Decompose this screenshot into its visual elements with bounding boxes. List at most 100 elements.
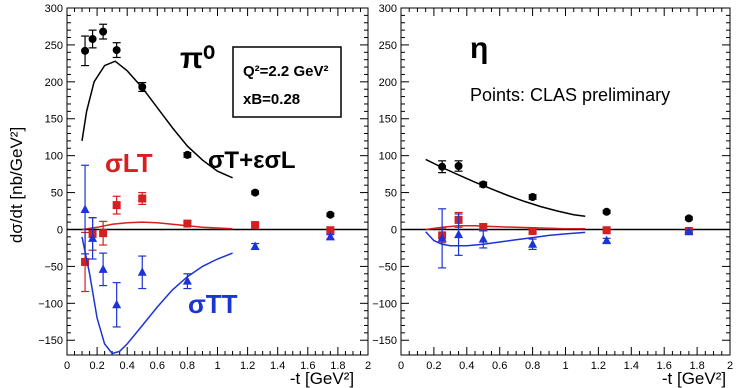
x-axis-title-right: -t [GeV²] <box>662 369 726 388</box>
pi0-panel: 0 0.2 0.4 0.6 0.8 1 1.2 1.4 1.6 1.8 2 −150 −100 −50 0 5… <box>38 3 371 372</box>
model-curve <box>425 231 586 247</box>
data-point <box>528 226 537 235</box>
x-tick-label: 0.2 <box>426 360 441 372</box>
y-tick-label: 200 <box>379 77 397 89</box>
data-point <box>325 231 335 241</box>
data-point <box>183 150 192 159</box>
x-tick-label: 0.6 <box>492 360 507 372</box>
data-point <box>88 233 98 242</box>
data-point <box>602 226 611 235</box>
data-point <box>112 299 122 309</box>
x-tick-label: 0.2 <box>89 360 104 372</box>
x-tick-label: 0.6 <box>150 360 165 372</box>
data-point <box>251 188 260 197</box>
data-point <box>251 221 260 230</box>
y-tick-label: 100 <box>45 151 63 163</box>
y-tick-label: −150 <box>372 335 397 347</box>
y-tick-label: 200 <box>45 77 63 89</box>
y-tick-label: 100 <box>379 151 397 163</box>
data-point <box>80 204 90 214</box>
x-tick-label: 0 <box>398 360 404 372</box>
data-point <box>454 229 464 239</box>
x-tick-label: 0.8 <box>180 360 195 372</box>
data-point <box>479 180 488 189</box>
eta-panel: 0 0.2 0.4 0.6 0.8 1 1.2 1.4 1.6 1.8 2 −150 −100 −50 0 5… <box>372 3 733 372</box>
data-point <box>81 46 90 55</box>
kinematics-xb: xB=0.28 <box>243 91 300 108</box>
data-point <box>112 46 121 55</box>
y-axis-title: dσ/dt [nb/GeV²] <box>7 127 26 243</box>
x-tick-label: 2 <box>365 360 371 372</box>
sigma-lt-label: σLT <box>105 148 153 178</box>
x-tick-label: 1.8 <box>689 360 704 372</box>
y-tick-label: 0 <box>57 224 63 236</box>
x-axis-title-left: -t [GeV²] <box>290 369 354 388</box>
x-tick-label: 1.2 <box>591 360 606 372</box>
y-tick-label: 150 <box>45 114 63 126</box>
x-tick-label: 1.4 <box>270 360 285 372</box>
x-tick-label: 1 <box>214 360 220 372</box>
x-tick-label: 1.6 <box>300 360 315 372</box>
data-point <box>326 226 335 235</box>
clas-note: Points: CLAS preliminary <box>470 85 670 105</box>
x-tick-label: 0.8 <box>525 360 540 372</box>
data-point <box>438 162 447 171</box>
data-point <box>684 214 693 223</box>
y-tick-label: −100 <box>372 298 397 310</box>
data-point <box>137 267 147 276</box>
data-point <box>528 239 538 248</box>
pi0-label: π⁰ <box>180 42 215 75</box>
data-point <box>250 241 260 250</box>
data-point <box>88 35 97 44</box>
eta-label: η <box>470 32 488 65</box>
x-tick-label: 0.4 <box>459 360 474 372</box>
x-tick-label: 1.2 <box>240 360 255 372</box>
y-tick-label: −50 <box>44 261 63 273</box>
x-tick-label: 0 <box>64 360 70 372</box>
sigma-tt-label: σTT <box>188 289 238 319</box>
data-point <box>183 219 192 228</box>
y-tick-label: −100 <box>38 298 63 310</box>
data-point <box>138 194 147 203</box>
data-point <box>479 223 488 232</box>
y-tick-label: 50 <box>51 188 63 200</box>
y-tick-label: 250 <box>45 40 63 52</box>
x-tick-label: 1.6 <box>657 360 672 372</box>
x-tick-label: 1.8 <box>330 360 345 372</box>
data-point <box>99 27 108 36</box>
y-tick-label: 150 <box>379 114 397 126</box>
data-point <box>326 210 335 219</box>
sigma-t-label: σT+εσL <box>208 147 296 174</box>
data-point <box>454 161 463 170</box>
y-tick-label: 0 <box>391 224 397 236</box>
data-point <box>684 226 694 236</box>
model-curve <box>425 158 586 217</box>
data-point <box>182 276 192 285</box>
data-point <box>528 193 537 202</box>
y-tick-label: 300 <box>379 3 397 15</box>
data-point <box>99 229 108 238</box>
data-point <box>81 257 90 266</box>
kinematics-box <box>232 46 342 118</box>
kinematics-q2: Q²=2.2 GeV² <box>243 63 328 80</box>
model-curve <box>425 225 586 231</box>
data-point <box>602 207 611 216</box>
data-point <box>602 235 612 245</box>
data-point <box>478 234 488 243</box>
x-tick-label: 1 <box>562 360 568 372</box>
plot-frame <box>400 7 731 356</box>
x-tick-label: 1.4 <box>624 360 639 372</box>
x-tick-label: 0.4 <box>120 360 135 372</box>
model-curve <box>81 221 233 231</box>
data-point <box>112 201 121 210</box>
data-point <box>98 264 108 273</box>
y-tick-label: 50 <box>385 188 397 200</box>
y-tick-label: 250 <box>379 40 397 52</box>
data-point <box>138 82 147 91</box>
y-tick-label: −50 <box>378 261 397 273</box>
y-tick-label: −150 <box>38 335 63 347</box>
x-tick-label: 2 <box>727 360 733 372</box>
model-curve <box>81 236 233 355</box>
y-tick-label: 300 <box>45 3 63 15</box>
